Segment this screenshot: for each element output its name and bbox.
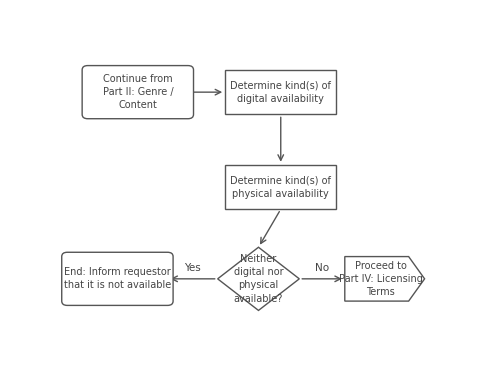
Text: Yes: Yes	[184, 263, 201, 273]
FancyArrowPatch shape	[278, 117, 284, 160]
Bar	[225, 164, 336, 209]
FancyBboxPatch shape	[82, 66, 194, 119]
FancyArrowPatch shape	[191, 90, 221, 95]
Text: Determine kind(s) of
digital availability: Determine kind(s) of digital availabilit…	[230, 81, 331, 104]
Polygon shape	[217, 247, 299, 310]
FancyArrowPatch shape	[261, 211, 279, 244]
Polygon shape	[345, 257, 424, 301]
FancyBboxPatch shape	[62, 252, 173, 305]
Bar	[225, 70, 336, 115]
Text: Proceed to
Part IV: Licensing
Terms: Proceed to Part IV: Licensing Terms	[339, 261, 422, 297]
Text: End: Inform requestor
that it is not available: End: Inform requestor that it is not ava…	[64, 267, 171, 291]
Text: Determine kind(s) of
physical availability: Determine kind(s) of physical availabili…	[230, 175, 331, 198]
Text: Neither
digital nor
physical
available?: Neither digital nor physical available?	[234, 254, 283, 304]
Text: No: No	[315, 263, 329, 273]
Text: Continue from
Part II: Genre /
Content: Continue from Part II: Genre / Content	[103, 74, 173, 110]
FancyArrowPatch shape	[302, 276, 341, 282]
FancyArrowPatch shape	[172, 276, 215, 282]
